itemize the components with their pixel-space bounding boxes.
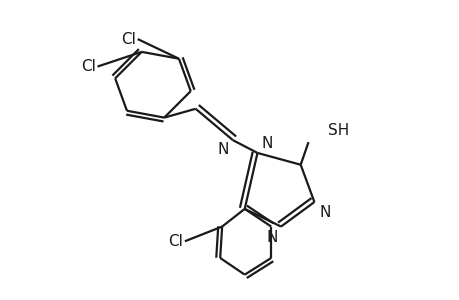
Text: Cl: Cl [168,234,183,249]
Text: SH: SH [327,123,349,138]
Text: N: N [261,136,272,151]
Text: N: N [266,230,278,244]
Text: Cl: Cl [121,32,135,46]
Text: Cl: Cl [80,59,95,74]
Text: N: N [217,142,229,157]
Text: N: N [319,205,330,220]
